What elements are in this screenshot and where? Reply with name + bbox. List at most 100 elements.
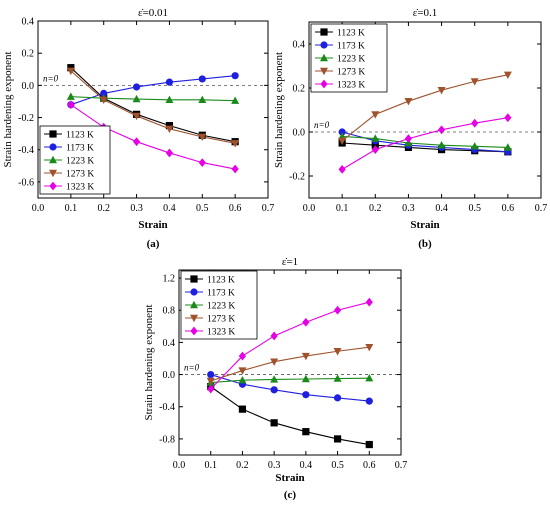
data-point [437, 141, 446, 149]
series-line [70, 104, 236, 170]
series-line [341, 117, 508, 170]
data-point [470, 78, 479, 86]
legend-marker [320, 28, 328, 36]
y-tick-label: -0.6 [18, 177, 34, 188]
legend-entry: 1273 K [66, 170, 94, 180]
data-point [437, 87, 446, 95]
series-line [210, 386, 370, 446]
data-point [302, 428, 310, 436]
data-point [165, 95, 174, 104]
x-tick-label: 0.1 [65, 203, 78, 214]
data-point [198, 158, 206, 167]
y-axis-label: Strain hardening exponent [143, 304, 155, 420]
data-point [333, 394, 342, 402]
data-point [333, 305, 342, 315]
x-tick-label: 0.2 [236, 460, 249, 471]
data-point [333, 348, 342, 356]
data-point [198, 75, 206, 83]
data-point [365, 344, 374, 352]
x-tick-label: 0.3 [402, 203, 415, 214]
series-line [342, 135, 508, 148]
y-tick-label: 0.4 [293, 40, 306, 51]
x-tick-label: 0.3 [130, 203, 143, 214]
y-tick-label: -0.2 [18, 113, 34, 124]
data-point [333, 435, 342, 443]
data-point [338, 128, 346, 136]
data-point [471, 118, 479, 128]
n-zero-annotation: n=0 [184, 363, 200, 373]
data-point [238, 367, 247, 375]
x-tick-label: 0.2 [97, 203, 110, 214]
data-point [198, 133, 207, 142]
legend-entry: 1173 K [337, 42, 365, 52]
legend-marker [190, 326, 198, 336]
data-point [270, 375, 279, 383]
series-line [210, 301, 370, 390]
legend-marker [320, 41, 328, 49]
x-tick-label: 0.5 [468, 203, 481, 214]
series-line [342, 131, 508, 153]
x-tick-label: 0.1 [204, 460, 217, 471]
y-tick-label: 0.4 [22, 17, 35, 28]
x-tick-label: 0.1 [336, 203, 349, 214]
plot-frame [37, 20, 269, 199]
x-tick-label: 0.0 [303, 203, 316, 214]
x-tick-label: 0.6 [502, 203, 515, 214]
legend-entry: 1123 K [66, 131, 94, 141]
x-tick-label: 0.5 [196, 203, 209, 214]
data-point [231, 164, 239, 174]
data-point [365, 440, 373, 449]
legend-entry: 1223 K [337, 55, 365, 65]
data-point [371, 145, 379, 154]
legend-marker [49, 143, 57, 151]
data-point [238, 351, 247, 361]
data-point [66, 92, 75, 100]
x-tick-label: 0.0 [32, 203, 45, 214]
panel-label: (a) [147, 238, 160, 250]
x-tick-label: 0.4 [300, 460, 313, 471]
data-point [207, 384, 215, 394]
x-axis-label: Strain [275, 472, 304, 484]
data-point [365, 373, 374, 382]
y-axis-label: Strain hardening exponent [273, 52, 285, 168]
x-axis-label: Strain [410, 219, 439, 231]
data-point [99, 96, 108, 105]
chart-title: ε̇=1 [282, 256, 298, 268]
series-line [70, 67, 236, 143]
data-point [66, 67, 75, 76]
data-point [100, 89, 108, 98]
data-point [371, 134, 380, 142]
y-tick-label: -0.2 [289, 172, 305, 183]
y-tick-label: 0.4 [163, 338, 176, 349]
data-point [338, 137, 347, 145]
y-tick-label: -0.4 [18, 145, 34, 156]
chart-title: ε̇=0.01 [138, 7, 168, 19]
y-tick-label: 0.2 [293, 84, 306, 95]
legend-marker [49, 155, 57, 164]
chart-panel-2: n=0 0.0 0.1 0.2 0.3 0.4 0.5 0.6 0.7 -0.2 0.0 0.2 0.4… [273, 7, 547, 250]
data-point [302, 317, 310, 327]
y-tick-label: 0.2 [22, 49, 35, 60]
x-tick-label: 0.2 [369, 203, 382, 214]
panel-label: (c) [284, 489, 297, 501]
data-point [270, 419, 278, 427]
data-point [238, 405, 247, 413]
data-point [365, 397, 373, 405]
data-point [470, 142, 479, 150]
data-point [231, 72, 239, 80]
legend-marker [190, 275, 198, 283]
legend-entry: 1323 K [207, 328, 235, 338]
series-line [70, 70, 236, 144]
data-point [67, 64, 75, 72]
data-point [333, 374, 342, 382]
series-line [210, 374, 370, 402]
data-point [504, 113, 512, 123]
x-tick-label: 0.6 [229, 203, 242, 214]
legend-entry: 1123 K [337, 29, 365, 39]
legend-marker [49, 169, 57, 178]
data-point [270, 386, 278, 394]
chart-panel-1: n=0 0.0 0.1 0.2 0.3 0.4 0.5 0.6 0.7 -0.6 -0.4 -0.2 0… [2, 7, 274, 250]
data-point [198, 95, 207, 104]
legend-entry: 1173 K [66, 144, 94, 154]
